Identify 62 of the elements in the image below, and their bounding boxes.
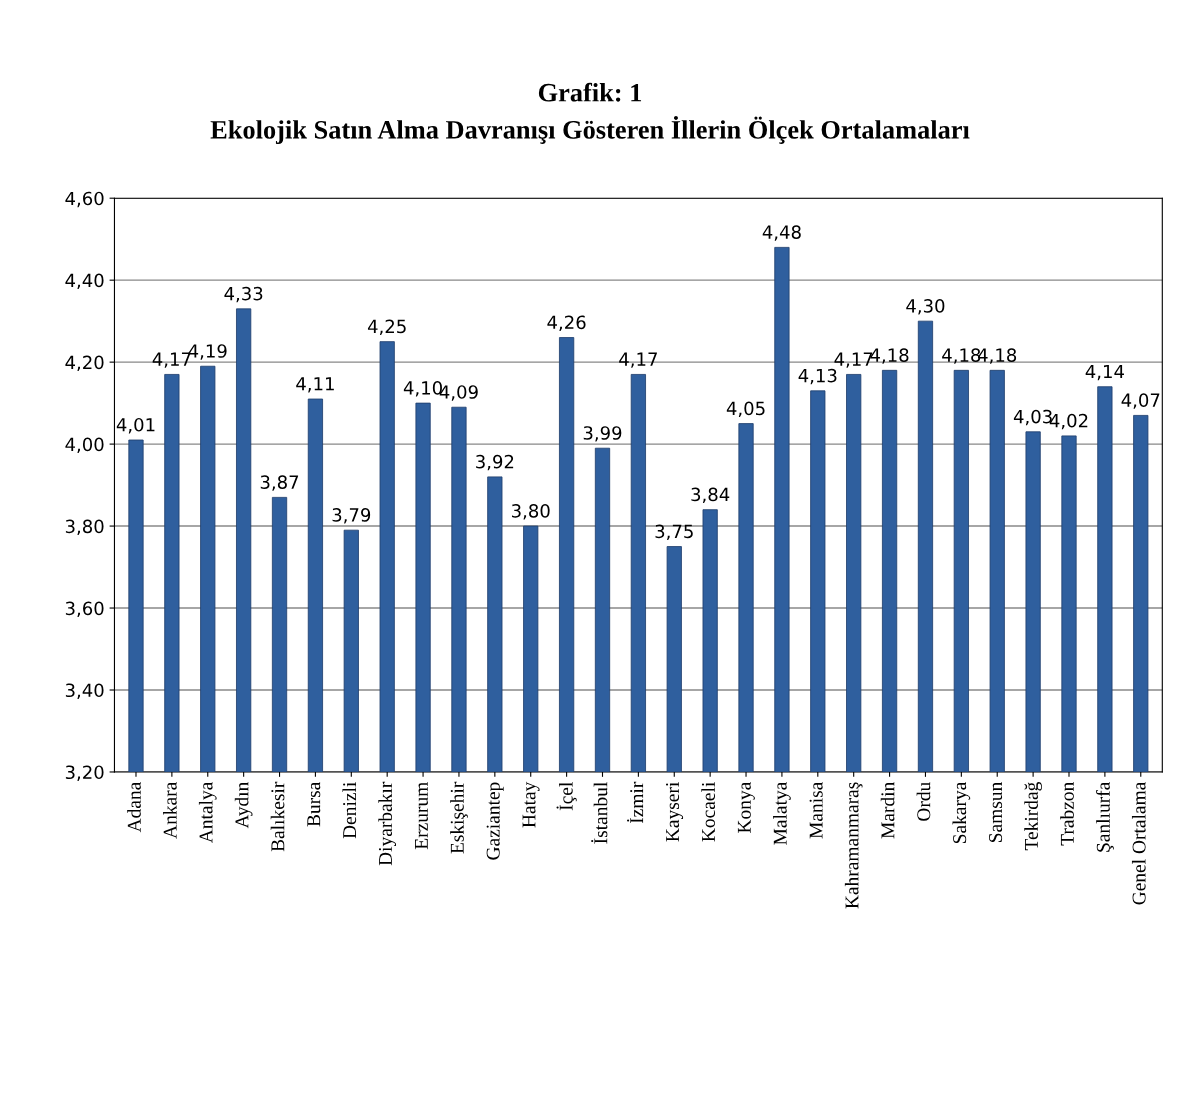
data-label: 3,79	[332, 508, 371, 524]
data-label: 4,01	[116, 417, 155, 434]
data-label: 4,33	[224, 286, 263, 303]
y-tick-label: 4,60	[65, 191, 104, 208]
chart-subtitle: Ekolojik Satın Alma Davranışı Gösteren İllerin Ölçek Ortalamaları	[210, 115, 970, 145]
data-label: 4,25	[367, 319, 406, 336]
x-tick-label: Trabzon	[1060, 781, 1074, 846]
data-label: 4,05	[726, 401, 765, 418]
x-tick-label: Kahramanmaraş	[844, 782, 863, 909]
y-tick-label: 3,20	[65, 765, 104, 781]
x-tick-label: Konya	[737, 781, 755, 833]
data-label: 3,84	[691, 487, 730, 504]
data-label: 4,18	[942, 348, 981, 364]
x-tick-label: Gaziantep	[486, 782, 504, 860]
data-label: 4,17	[619, 352, 657, 368]
data-label: 3,75	[655, 524, 693, 540]
x-tick-label: Manisa	[809, 781, 823, 839]
data-label: 4,26	[547, 315, 586, 331]
y-tick-label: 3,40	[65, 683, 104, 699]
x-tick-label: İçel	[556, 782, 577, 811]
x-tick-label: Tekirdağ	[1024, 782, 1042, 851]
data-label: 4,17	[834, 352, 873, 368]
y-tick-label: 4,40	[65, 273, 104, 290]
x-tick-label: Mardin	[880, 781, 895, 839]
x-tick-label: Bursa	[307, 781, 321, 827]
data-label: 4,48	[762, 225, 801, 241]
x-tick-label: Balıkesir	[270, 781, 285, 852]
x-tick-label: Samsun	[989, 781, 1003, 842]
data-label: 4,07	[1121, 393, 1160, 409]
x-tick-label: Hatay	[522, 781, 540, 828]
data-label: 4,18	[978, 348, 1017, 364]
x-tick-label: Aydın	[234, 781, 253, 829]
x-tick-label: Adana	[127, 781, 141, 833]
x-tick-label: Kayseri	[666, 782, 684, 842]
x-tick-label: Malatya	[773, 781, 791, 845]
x-tick-label: Erzurum	[415, 782, 428, 850]
chart-title: Grafik: 1	[538, 82, 642, 102]
x-tick-label: Kocaeli	[701, 782, 716, 842]
x-tick-label: Sakarya	[952, 781, 971, 844]
y-tick-label: 3,80	[65, 519, 104, 536]
data-label: 4,18	[870, 348, 909, 364]
y-tick-label: 3,60	[65, 601, 104, 617]
x-tick-label: İzmir	[627, 781, 644, 824]
data-label: 4,11	[296, 377, 334, 393]
x-tick-label: İstanbul	[591, 782, 608, 844]
x-tick-label: Şanlıurfa	[1095, 781, 1114, 852]
data-label: 4,30	[906, 299, 945, 315]
y-tick-label: 4,20	[65, 355, 104, 372]
data-label: 4,13	[798, 368, 837, 385]
data-label: 3,92	[476, 454, 514, 471]
x-tick-label: Antalya	[198, 781, 217, 844]
data-label: 3,87	[260, 475, 299, 491]
x-tick-label: Eskişehir	[450, 781, 468, 854]
data-label: 3,99	[583, 426, 622, 442]
data-label: 4,14	[1085, 364, 1124, 381]
x-tick-label: Ankara	[163, 781, 177, 839]
data-label: 3,80	[512, 504, 550, 520]
x-tick-label: Genel Ortalama	[1131, 781, 1146, 905]
x-tick-label: Diyarbakır	[378, 781, 397, 866]
y-tick-label: 4,00	[65, 437, 104, 454]
x-tick-label: Ordu	[916, 782, 931, 821]
x-tick-label: Denizli	[342, 782, 357, 839]
